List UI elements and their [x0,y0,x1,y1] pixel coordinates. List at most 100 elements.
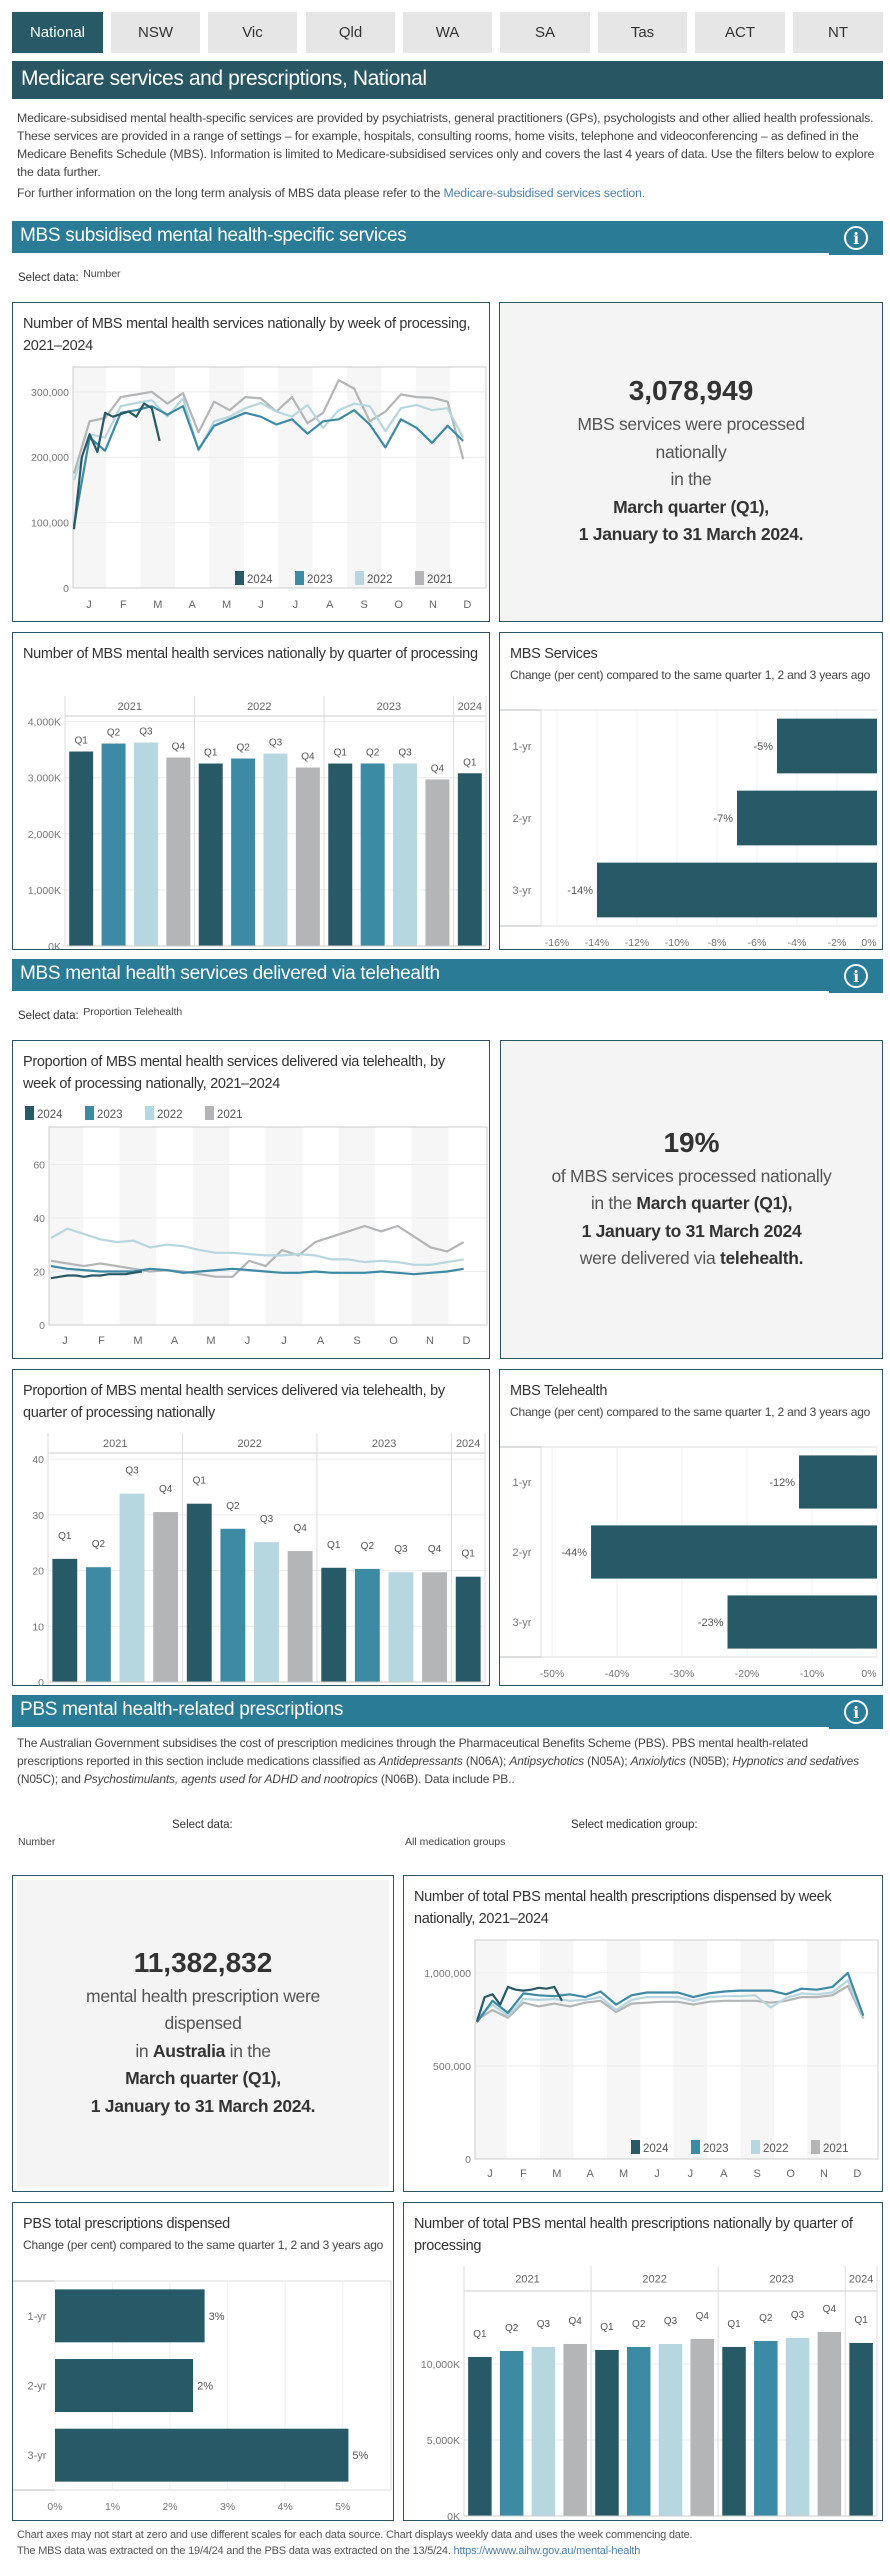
section-header-mbs: MBS subsidised mental health-specific se… [12,221,883,255]
year-label: 2021 [103,1438,127,1450]
legend-label: 2023 [307,574,333,586]
bar-label: Q1 [463,757,477,768]
bar-label: Q1 [327,1540,341,1551]
x-tick-label: 5% [335,2501,350,2513]
x-tick-label: F [120,599,127,611]
x-tick-label: -40% [605,1668,630,1680]
x-tick-label: -10% [665,937,690,949]
x-tick-label: S [361,599,368,611]
info-button[interactable]: i [829,1695,883,1729]
month-band [209,367,244,588]
y-tick-label: 500,000 [433,2061,471,2073]
pbs-select-data-value[interactable]: Number [18,1836,56,1848]
year-label: 2024 [456,1438,480,1450]
bar-label: Q1 [473,2329,487,2340]
select-data-value[interactable]: Proportion Telehealth [83,1006,183,1018]
bar-q3 [119,1493,145,1682]
bar-label: Q3 [664,2316,678,2327]
y-tick-label: 0K [447,2511,460,2522]
category-label: 2-yr [513,813,532,825]
bar-label: Q3 [394,1544,408,1555]
month-band [49,1127,84,1325]
info-button[interactable]: i [829,959,883,993]
year-label: 2024 [849,2274,873,2286]
value-label: -12% [769,1477,795,1489]
y-tick-label: 0 [465,2154,471,2166]
x-tick-label: 0% [861,1668,876,1680]
bar-q1 [468,2356,492,2516]
bar-label: Q3 [269,738,283,749]
plot-frame [72,366,487,589]
x-tick-label: -30% [670,1668,695,1680]
kpi-line: MBS services were processed [577,414,805,435]
legend-swatch-2024 [25,1106,34,1120]
tab-tas[interactable]: Tas [598,12,687,53]
bar-q3 [254,1542,279,1682]
page-title: Medicare services and prescriptions, Nat… [12,61,883,99]
bar-label: Q3 [139,727,153,738]
x-tick-label: A [720,2168,728,2180]
month-band [807,1940,841,2159]
bar-label: Q1 [600,2322,614,2333]
value-label: -23% [698,1617,724,1629]
y-tick-label: 60 [33,1159,45,1171]
y-tick-label: 40 [33,1213,45,1225]
intro-further-text: For further information on the long term… [17,186,444,200]
bar-label: Q2 [632,2319,646,2330]
legend-swatch-2022 [751,2140,760,2154]
tab-national[interactable]: National [12,12,103,53]
tab-wa[interactable]: WA [403,12,492,53]
y-tick-label: 40 [32,1454,44,1466]
bar-q4 [166,757,191,946]
series-line-2024 [475,1985,563,2022]
tele-change-bar-chart: -50% -40% -30% -20% -10% 0% 1-yr -12% 2-yr -44% 3-… [500,1446,878,1680]
year-label: 2023 [769,2274,793,2286]
mbs-select-data[interactable]: Select data: Number [18,268,121,286]
bar-label: Q2 [236,743,250,754]
x-tick-label: N [820,2168,828,2180]
intro-further-info: For further information on the long term… [17,184,877,202]
pbs-quarter-chart-panel: 0K 5,000K 10,000K 2021 2022 2023 2024 Q1 Q2 Q3 Q4 Q… [403,2202,883,2522]
x-tick-label: N [429,599,437,611]
y-tick-label: 0 [63,583,69,595]
category-label: 1-yr [513,741,532,753]
kpi-telehealth: telehealth. [719,1248,804,1268]
info-icon: i [844,964,868,988]
tab-nt[interactable]: NT [793,12,883,53]
mbs-quarter-bar-chart: 0K 1,000K 2,000K 3,000K 4,000K 2021 2022 2023 20… [28,696,487,951]
bar-q2 [85,1567,111,1682]
select-data-value[interactable]: Number [83,268,121,280]
bar-q2 [354,1568,380,1682]
kpi-line: in the [670,469,712,490]
tab-act[interactable]: ACT [695,12,785,53]
bar-q3 [785,2337,810,2516]
value-label: -14% [567,885,593,897]
bar-q3 [388,1572,414,1682]
value-label: -7% [713,813,733,825]
tab-sa[interactable]: SA [500,12,590,53]
select-data-label: Select data: [18,272,79,284]
bar-q1 [198,763,223,946]
x-tick-label: A [587,2168,595,2180]
pbs-select-group-value[interactable]: All medication groups [405,1836,506,1848]
tab-qld[interactable]: Qld [306,12,395,53]
section-title: MBS mental health services delivered via… [20,963,440,984]
category-label: 3-yr [28,2450,47,2462]
info-button[interactable]: i [829,221,883,255]
y-tick-label: 0 [38,1677,44,1687]
medicare-services-link[interactable]: Medicare-subsidised services section. [443,186,646,200]
x-tick-label: J [245,1335,251,1347]
month-band [540,1940,574,2159]
x-tick-label: M [552,2168,561,2180]
y-tick-label: 0K [48,941,61,951]
tab-nsw[interactable]: NSW [111,12,200,53]
tele-select-data[interactable]: Select data: Proportion Telehealth [18,1006,182,1024]
chart-title: Proportion of MBS mental health services… [23,1383,445,1421]
pbs-select-group-label: Select medication group: [571,1819,698,1831]
aihw-link[interactable]: https://wwww.aihw.gov.au/mental-health [453,2545,641,2557]
tab-vic[interactable]: Vic [208,12,297,53]
bar-q1 [595,2349,619,2516]
legend-label: 2022 [367,574,393,586]
x-tick-label: F [98,1335,105,1347]
tele-quarter-bar-chart: 0 10 20 30 40 2021 2022 2023 2024 Q1 Q2 Q3 Q4 Q1 Q2 Q3 Q… [32,1433,486,1687]
